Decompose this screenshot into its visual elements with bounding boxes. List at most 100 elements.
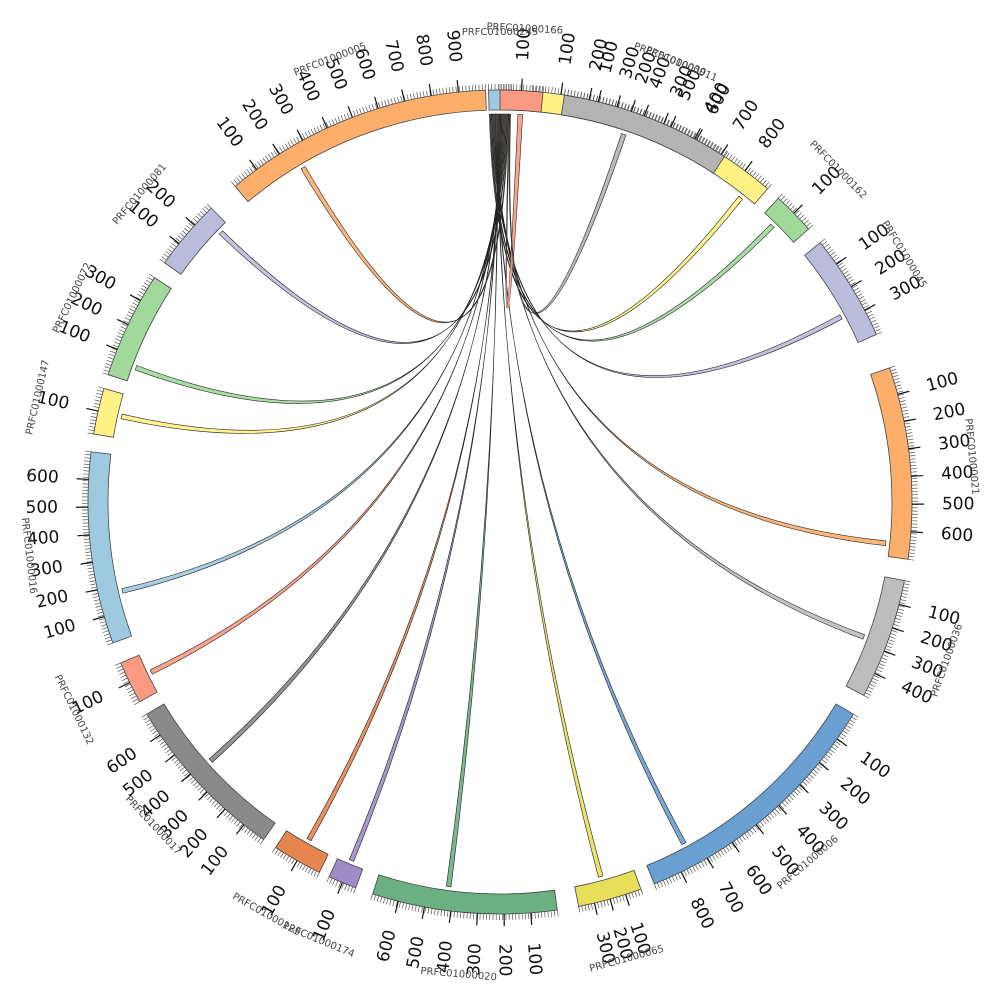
minor-tick xyxy=(254,835,259,841)
minor-tick xyxy=(628,893,631,900)
minor-tick xyxy=(231,181,236,187)
minor-tick xyxy=(270,152,275,158)
minor-tick xyxy=(87,570,94,573)
minor-tick xyxy=(179,766,185,772)
minor-tick xyxy=(273,150,278,156)
minor-tick xyxy=(120,674,127,678)
minor-tick xyxy=(900,599,907,602)
minor-tick xyxy=(672,122,676,129)
link-prfc01000011 xyxy=(489,113,743,333)
minor-tick xyxy=(91,412,98,415)
minor-tick xyxy=(362,107,365,114)
minor-tick xyxy=(642,109,646,116)
minor-tick xyxy=(165,250,171,256)
minor-tick xyxy=(535,85,537,92)
minor-tick xyxy=(778,193,783,199)
tick-label: 900 xyxy=(442,29,465,63)
minor-tick xyxy=(764,817,770,823)
minor-tick xyxy=(718,147,723,154)
minor-tick xyxy=(115,662,121,666)
minor-tick xyxy=(901,409,908,412)
minor-tick xyxy=(213,802,219,808)
minor-tick xyxy=(413,92,416,100)
minor-tick xyxy=(749,169,754,175)
minor-tick xyxy=(850,281,856,286)
minor-tick xyxy=(96,608,103,611)
minor-tick xyxy=(335,880,339,887)
minor-tick xyxy=(873,325,880,329)
minor-tick xyxy=(445,87,448,94)
minor-tick xyxy=(296,136,300,143)
minor-tick xyxy=(352,110,356,117)
major-tick xyxy=(76,478,89,481)
ideogram-prfc01000021 xyxy=(870,367,913,560)
major-tick xyxy=(105,344,118,350)
minor-tick xyxy=(787,202,793,208)
minor-tick xyxy=(152,730,158,735)
major-tick xyxy=(216,808,226,819)
minor-tick xyxy=(165,749,171,754)
link-prfc01000081 xyxy=(218,113,508,344)
minor-tick xyxy=(645,111,649,117)
minor-tick xyxy=(455,86,457,93)
segment-label-prfc01000166: PRFC01000166 xyxy=(486,22,563,37)
minor-tick xyxy=(442,87,444,94)
minor-tick xyxy=(90,419,97,422)
minor-tick xyxy=(764,181,770,187)
minor-tick xyxy=(103,369,110,372)
major-tick xyxy=(448,910,452,924)
major-tick xyxy=(898,603,911,609)
minor-tick xyxy=(633,106,637,113)
ideogram-prfc01000129 xyxy=(275,830,329,873)
minor-tick xyxy=(244,827,249,833)
segment-label-prfc01000020: PRFC01000020 xyxy=(420,966,497,984)
minor-tick xyxy=(556,909,559,916)
minor-tick xyxy=(717,147,722,153)
major-tick xyxy=(874,672,886,680)
minor-tick xyxy=(163,746,169,751)
ideogram-prfc01000065 xyxy=(574,869,642,907)
minor-tick xyxy=(85,554,92,557)
minor-tick xyxy=(171,243,177,248)
minor-tick xyxy=(824,243,830,249)
tick-label: 300 xyxy=(815,798,852,835)
major-tick xyxy=(180,773,191,783)
minor-tick xyxy=(287,141,292,148)
minor-tick xyxy=(567,89,569,96)
major-tick xyxy=(911,474,924,477)
minor-tick xyxy=(85,450,92,453)
major-tick xyxy=(374,96,379,109)
major-tick xyxy=(731,841,740,853)
minor-tick xyxy=(779,804,785,810)
tick-label: 100 xyxy=(523,942,545,976)
minor-tick xyxy=(373,894,377,901)
minor-tick xyxy=(692,866,696,872)
minor-tick xyxy=(710,142,714,149)
minor-tick xyxy=(365,106,368,112)
minor-tick xyxy=(623,103,627,110)
minor-tick xyxy=(106,359,113,363)
minor-tick xyxy=(337,116,341,123)
tick-label: 800 xyxy=(755,115,790,153)
minor-tick xyxy=(293,138,297,144)
minor-tick xyxy=(226,813,231,819)
minor-tick xyxy=(259,159,264,165)
minor-tick xyxy=(896,614,903,617)
minor-tick xyxy=(107,356,114,360)
minor-tick xyxy=(908,448,915,450)
minor-tick xyxy=(904,422,911,425)
minor-tick xyxy=(728,844,733,850)
minor-tick xyxy=(669,120,673,127)
minor-tick xyxy=(801,217,807,222)
minor-tick xyxy=(895,617,902,621)
minor-tick xyxy=(819,238,826,243)
minor-tick xyxy=(93,599,100,602)
minor-tick xyxy=(313,127,317,134)
minor-tick xyxy=(802,781,808,786)
major-tick xyxy=(77,534,90,537)
minor-tick xyxy=(636,107,640,114)
minor-tick xyxy=(744,833,749,839)
minor-tick xyxy=(736,159,741,166)
minor-tick xyxy=(87,567,94,570)
minor-tick xyxy=(331,119,335,125)
